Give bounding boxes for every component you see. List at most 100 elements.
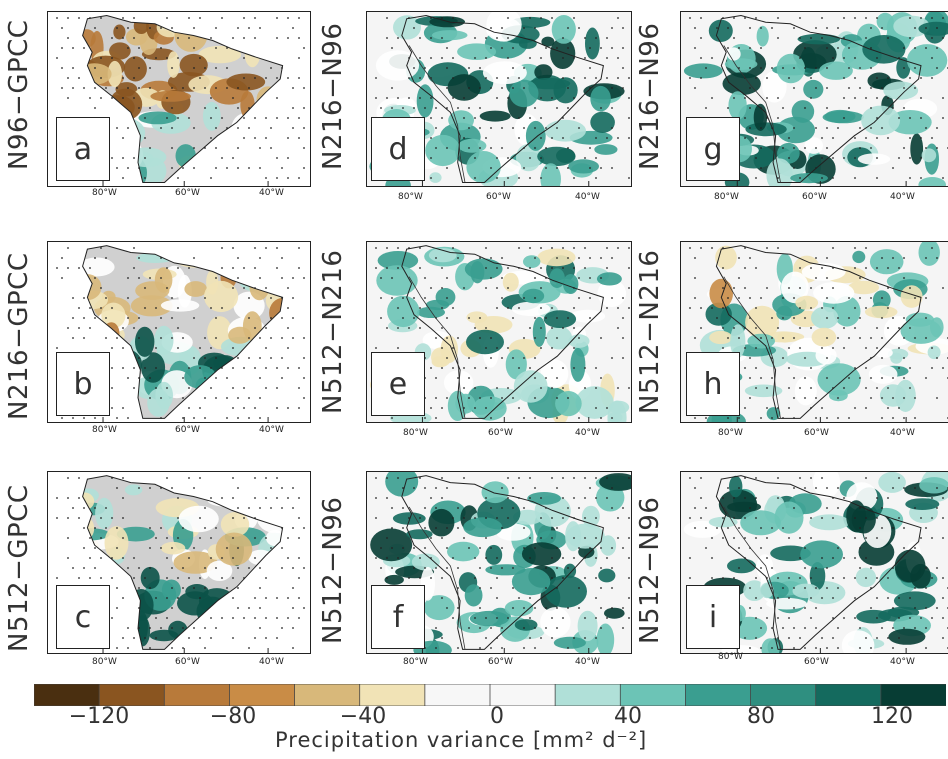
- stipple-dot: [386, 37, 388, 39]
- stipple-dot: [892, 627, 894, 629]
- stipple-dot: [518, 137, 520, 139]
- stipple-dot: [611, 547, 613, 549]
- field-blob: [416, 84, 434, 118]
- stipple-dot: [474, 37, 476, 39]
- stipple-dot: [689, 17, 691, 19]
- stipple-dot: [303, 337, 305, 339]
- stipple-dot: [567, 47, 569, 49]
- stipple-dot: [815, 27, 817, 29]
- stipple-dot: [771, 27, 773, 29]
- stipple-dot: [160, 337, 162, 339]
- stipple-dot: [848, 67, 850, 69]
- stipple-dot: [221, 307, 223, 309]
- stipple-dot: [920, 117, 922, 119]
- stipple-dot: [700, 57, 702, 59]
- stipple-dot: [105, 337, 107, 339]
- stipple-dot: [298, 577, 300, 579]
- field-blob: [919, 477, 948, 494]
- stipple-dot: [298, 497, 300, 499]
- stipple-dot: [204, 507, 206, 509]
- field-blob: [551, 15, 576, 44]
- stipple-dot: [204, 107, 206, 109]
- stipple-dot: [865, 37, 867, 39]
- stipple-dot: [512, 567, 514, 569]
- field-blob: [540, 607, 571, 638]
- coastline: [82, 14, 284, 183]
- stipple-dot: [534, 397, 536, 399]
- stipple-dot: [859, 627, 861, 629]
- stipple-dot: [171, 587, 173, 589]
- field-blob: [888, 628, 926, 645]
- stipple-dot: [755, 77, 757, 79]
- stipple-dot: [755, 387, 757, 389]
- stipple-dot: [221, 497, 223, 499]
- stipple-dot: [551, 247, 553, 249]
- stipple-dot: [584, 577, 586, 579]
- panel-letter-c: c: [56, 585, 110, 649]
- stipple-dot: [562, 267, 564, 269]
- stipple-dot: [540, 307, 542, 309]
- stipple-dot: [700, 17, 702, 19]
- stipple-dot: [111, 517, 113, 519]
- stipple-dot: [843, 557, 845, 559]
- stipple-dot: [942, 97, 944, 99]
- stipple-dot: [507, 287, 509, 289]
- stipple-dot: [804, 47, 806, 49]
- stipple-dot: [226, 167, 228, 169]
- stipple-dot: [138, 87, 140, 89]
- stipple-dot: [292, 317, 294, 319]
- stipple-dot: [523, 67, 525, 69]
- stipple-dot: [248, 357, 250, 359]
- stipple-dot: [534, 547, 536, 549]
- stipple-dot: [507, 477, 509, 479]
- stipple-dot: [78, 497, 80, 499]
- stipple-dot: [243, 77, 245, 79]
- stipple-dot: [837, 417, 839, 419]
- stipple-dot: [760, 47, 762, 49]
- stipple-dot: [760, 567, 762, 569]
- lon-tick-40w: 40°W: [259, 657, 284, 667]
- stipple-dot: [441, 57, 443, 59]
- stipple-dot: [188, 477, 190, 479]
- stipple-dot: [270, 147, 272, 149]
- stipple-dot: [815, 587, 817, 589]
- stipple-dot: [760, 547, 762, 549]
- stipple-dot: [887, 97, 889, 99]
- field-blob: [82, 29, 96, 48]
- stipple-dot: [496, 157, 498, 159]
- stipple-dot: [380, 567, 382, 569]
- stipple-dot: [127, 377, 129, 379]
- stipple-dot: [435, 257, 437, 259]
- stipple-dot: [942, 37, 944, 39]
- stipple-dot: [281, 507, 283, 509]
- stipple-dot: [298, 37, 300, 39]
- stipple-dot: [617, 537, 619, 539]
- stipple-dot: [859, 337, 861, 339]
- stipple-dot: [237, 277, 239, 279]
- stipple-dot: [243, 137, 245, 139]
- stipple-dot: [887, 77, 889, 79]
- stipple-dot: [122, 537, 124, 539]
- stipple-dot: [474, 157, 476, 159]
- stipple-dot: [419, 57, 421, 59]
- field-blob: [455, 393, 476, 414]
- stipple-dot: [534, 127, 536, 129]
- stipple-dot: [936, 257, 938, 259]
- stipple-dot: [694, 257, 696, 259]
- stipple-dot: [876, 577, 878, 579]
- stipple-dot: [490, 547, 492, 549]
- stipple-dot: [188, 637, 190, 639]
- stipple-dot: [138, 357, 140, 359]
- stipple-dot: [281, 317, 283, 319]
- stipple-dot: [821, 407, 823, 409]
- stipple-dot: [199, 537, 201, 539]
- stipple-dot: [303, 167, 305, 169]
- stipple-dot: [523, 167, 525, 169]
- stipple-dot: [496, 617, 498, 619]
- stipple-dot: [815, 567, 817, 569]
- stipple-dot: [248, 167, 250, 169]
- stipple-dot: [804, 547, 806, 549]
- stipple-dot: [237, 587, 239, 589]
- stipple-dot: [865, 407, 867, 409]
- stipple-dot: [529, 17, 531, 19]
